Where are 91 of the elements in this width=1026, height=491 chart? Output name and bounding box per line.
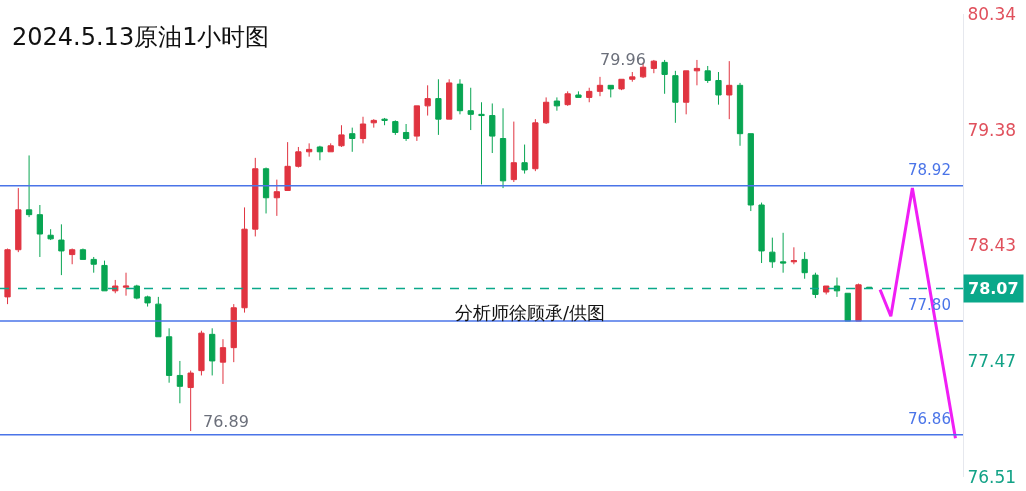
candlestick [564,90,571,107]
candlestick [262,167,270,214]
candlestick [295,146,302,169]
candlestick [553,96,561,112]
candlestick [359,116,367,144]
candlestick [187,370,194,432]
candlestick [521,144,528,175]
candlestick [316,145,324,161]
candlestick [133,284,140,300]
candlestick [629,71,636,83]
candlestick [284,141,291,191]
candlestick [478,101,485,185]
candlestick [456,78,464,115]
ref-line-label: 78.07 [968,279,1019,298]
candlestick [607,84,614,98]
candlestick [241,206,248,314]
candlestick [467,87,474,131]
annotation: 79.96 [600,50,646,69]
candlestick [79,248,87,260]
candlestick [273,179,280,217]
candlestick [833,277,841,298]
candlestick [736,82,744,147]
candlestick [230,303,237,363]
candlestick [704,65,711,84]
candlestick [381,117,388,126]
candlestick [25,154,33,218]
candlestick [15,187,22,253]
candlestick [715,71,722,106]
candlestick [327,142,334,153]
candlestick [413,105,421,142]
candlestick [650,59,657,74]
candlestick [683,70,690,115]
line-series [878,186,957,440]
candlestick [672,70,679,124]
candlestick [844,292,851,322]
candlestick [790,246,798,265]
candlestick [306,142,313,158]
candlestick [726,60,733,120]
candlestick [586,87,593,103]
candlestick [801,251,808,280]
candlestick [510,121,517,183]
candlestick [198,330,205,376]
candlestick [747,133,754,212]
candlestick [855,283,862,322]
candlestick [812,272,819,299]
y-tick-label: 77.47 [967,350,1017,371]
candlestick [69,248,76,265]
candlestick [823,285,830,295]
candlestick [338,124,345,148]
candlestick [446,78,453,120]
candlestick [618,78,625,91]
y-tick-label: 78.43 [967,234,1017,255]
candlestick [370,118,377,129]
candlestick [392,119,399,136]
annotation: 76.89 [203,412,249,431]
candlestick [165,327,173,384]
candlestick [758,202,765,264]
y-tick-label: 79.38 [967,120,1017,140]
candlestick [176,360,184,404]
candlestick [144,295,151,308]
y-tick-label: 80.34 [967,3,1017,24]
candlestick [209,327,216,376]
candlestick [252,157,259,237]
candlestick [155,296,162,338]
candlestick [47,228,54,241]
candlestick [499,107,507,189]
chart-title: 2024.5.13原油1小时图 [12,23,270,51]
candlestick [424,84,431,117]
candlestick [90,256,97,274]
candlestick [122,272,130,297]
candlestick [575,90,582,98]
candlestick [769,237,776,269]
candlestick [542,96,550,125]
ref-line-label: 76.86 [908,410,951,428]
candlestick [435,78,442,136]
candlestick [779,232,787,274]
candlestick [219,338,227,385]
ref-line-label: 78.92 [908,161,951,179]
candlestick [532,118,539,172]
annotation: 分析师徐顾承/供图 [455,302,606,323]
candlestick [596,76,604,97]
candlestick [4,248,11,305]
candlestick [402,123,410,142]
candlestick [693,59,701,86]
candlestick [58,223,65,276]
candlestick [661,59,668,95]
candlestick [349,127,356,153]
y-tick-label: 76.51 [967,466,1017,487]
candlestick [36,204,43,258]
candlestick [101,260,108,292]
candlestick [489,102,496,154]
